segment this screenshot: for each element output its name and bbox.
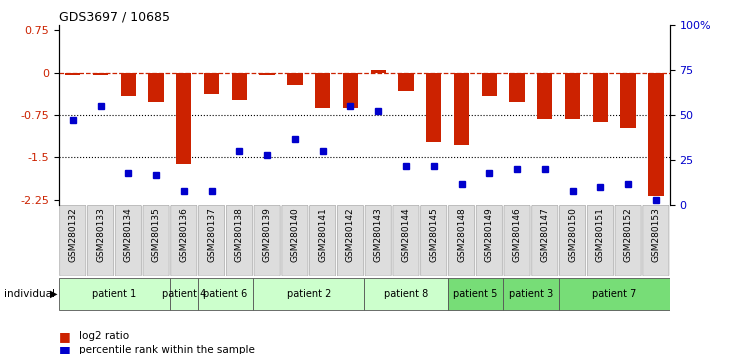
FancyBboxPatch shape xyxy=(310,205,336,276)
FancyBboxPatch shape xyxy=(447,278,503,310)
FancyBboxPatch shape xyxy=(476,205,503,276)
Text: GSM280139: GSM280139 xyxy=(263,207,272,262)
FancyBboxPatch shape xyxy=(615,205,641,276)
FancyBboxPatch shape xyxy=(643,205,669,276)
Text: ■: ■ xyxy=(59,330,71,343)
Text: GSM280147: GSM280147 xyxy=(540,207,549,262)
Text: GSM280140: GSM280140 xyxy=(291,207,300,262)
FancyBboxPatch shape xyxy=(393,205,419,276)
Text: patient 8: patient 8 xyxy=(384,289,428,299)
FancyBboxPatch shape xyxy=(559,278,670,310)
Bar xyxy=(149,73,163,102)
Bar xyxy=(315,73,330,108)
Bar xyxy=(620,73,636,128)
Text: ■: ■ xyxy=(59,344,71,354)
Text: GSM280152: GSM280152 xyxy=(623,207,633,262)
Bar xyxy=(648,73,664,196)
Bar xyxy=(509,73,525,102)
Bar xyxy=(370,70,386,73)
FancyBboxPatch shape xyxy=(587,205,613,276)
FancyBboxPatch shape xyxy=(254,205,280,276)
Text: GSM280143: GSM280143 xyxy=(374,207,383,262)
FancyBboxPatch shape xyxy=(364,278,447,310)
FancyBboxPatch shape xyxy=(143,205,169,276)
FancyBboxPatch shape xyxy=(60,205,86,276)
Bar xyxy=(93,73,108,75)
FancyBboxPatch shape xyxy=(116,205,141,276)
Text: GSM280132: GSM280132 xyxy=(68,207,77,262)
Text: patient 1: patient 1 xyxy=(92,289,137,299)
FancyBboxPatch shape xyxy=(337,205,364,276)
FancyBboxPatch shape xyxy=(226,205,252,276)
FancyBboxPatch shape xyxy=(421,205,447,276)
Bar xyxy=(176,73,191,164)
Text: log2 ratio: log2 ratio xyxy=(79,331,130,341)
FancyBboxPatch shape xyxy=(365,205,392,276)
FancyBboxPatch shape xyxy=(199,205,224,276)
Bar xyxy=(454,73,469,145)
Text: patient 4: patient 4 xyxy=(162,289,206,299)
FancyBboxPatch shape xyxy=(198,278,253,310)
FancyBboxPatch shape xyxy=(253,278,364,310)
Bar xyxy=(65,73,80,75)
Text: GDS3697 / 10685: GDS3697 / 10685 xyxy=(59,11,170,24)
FancyBboxPatch shape xyxy=(170,278,198,310)
Text: patient 5: patient 5 xyxy=(453,289,498,299)
FancyBboxPatch shape xyxy=(559,205,586,276)
Bar xyxy=(232,73,247,100)
FancyBboxPatch shape xyxy=(59,278,170,310)
Bar xyxy=(287,73,302,85)
Bar xyxy=(121,73,136,96)
Text: GSM280151: GSM280151 xyxy=(596,207,605,262)
Text: GSM280150: GSM280150 xyxy=(568,207,577,262)
Bar xyxy=(565,73,580,119)
Text: patient 2: patient 2 xyxy=(286,289,331,299)
Text: GSM280141: GSM280141 xyxy=(318,207,328,262)
Bar xyxy=(481,73,497,96)
FancyBboxPatch shape xyxy=(171,205,197,276)
Bar xyxy=(204,73,219,94)
Text: patient 7: patient 7 xyxy=(592,289,637,299)
FancyBboxPatch shape xyxy=(448,205,475,276)
FancyBboxPatch shape xyxy=(88,205,113,276)
FancyBboxPatch shape xyxy=(504,205,530,276)
Bar xyxy=(592,73,608,122)
FancyBboxPatch shape xyxy=(282,205,308,276)
Text: GSM280153: GSM280153 xyxy=(651,207,660,262)
FancyBboxPatch shape xyxy=(531,205,558,276)
Text: GSM280138: GSM280138 xyxy=(235,207,244,262)
Text: GSM280149: GSM280149 xyxy=(485,207,494,262)
Bar xyxy=(537,73,553,119)
Text: individual: individual xyxy=(4,289,54,299)
Text: GSM280146: GSM280146 xyxy=(512,207,522,262)
Text: patient 6: patient 6 xyxy=(203,289,247,299)
Text: GSM280134: GSM280134 xyxy=(124,207,132,262)
Text: percentile rank within the sample: percentile rank within the sample xyxy=(79,346,255,354)
Bar xyxy=(398,73,414,91)
Text: patient 3: patient 3 xyxy=(509,289,553,299)
Text: GSM280136: GSM280136 xyxy=(180,207,188,262)
Bar xyxy=(426,73,442,142)
Text: GSM280137: GSM280137 xyxy=(207,207,216,262)
Bar xyxy=(260,73,275,75)
Text: GSM280142: GSM280142 xyxy=(346,207,355,262)
Text: GSM280148: GSM280148 xyxy=(457,207,466,262)
Bar xyxy=(343,73,358,108)
Text: GSM280135: GSM280135 xyxy=(152,207,160,262)
FancyBboxPatch shape xyxy=(503,278,559,310)
Text: GSM280144: GSM280144 xyxy=(401,207,411,262)
Text: GSM280145: GSM280145 xyxy=(429,207,438,262)
Text: GSM280133: GSM280133 xyxy=(96,207,105,262)
Text: ▶: ▶ xyxy=(50,289,57,299)
